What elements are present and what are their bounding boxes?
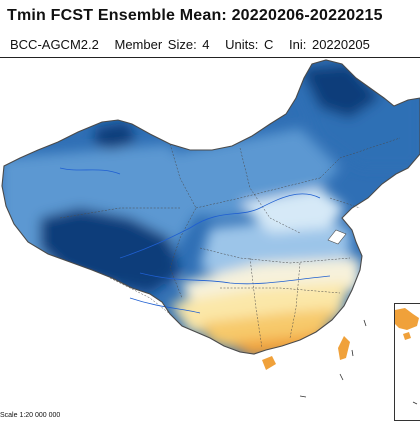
river-yangtze [139, 272, 331, 285]
field-north-border-very-cold [94, 122, 136, 150]
bohai-sea [327, 229, 347, 245]
dash [339, 373, 344, 381]
nine-dash-line [299, 319, 367, 398]
map-scale: Scale 1:20 000 000 [0, 412, 61, 419]
boundary-line [289, 262, 301, 339]
boundary-line [249, 257, 263, 349]
inset-map [395, 308, 419, 405]
river-yellow [119, 193, 321, 259]
units-label: Units: C [225, 37, 274, 52]
inset-coast [395, 308, 419, 330]
inset-island [403, 332, 411, 340]
map-panel: Scale 1:20 000 000 [0, 57, 420, 421]
member-size: Member Size: 4 [114, 37, 210, 52]
boundary-line [319, 137, 401, 179]
boundary-line [220, 287, 341, 294]
river-line [129, 297, 201, 314]
rivers [59, 167, 331, 314]
china-temperature-map [1, 59, 420, 398]
init-date: Ini: 20220205 [289, 37, 370, 52]
field-central-light [240, 188, 345, 233]
boundary-line [195, 177, 321, 209]
dash [363, 319, 367, 327]
south-china-sea-inset [394, 303, 420, 421]
inset-dashes [412, 401, 418, 405]
national-border [1, 59, 420, 355]
hainan-island [262, 356, 276, 370]
taiwan-island [338, 336, 350, 360]
boundary-line [109, 277, 171, 315]
model-name: BCC-AGCM2.2 [10, 37, 99, 52]
dash [351, 349, 354, 357]
temperature-field [2, 60, 420, 354]
river-line [59, 167, 121, 175]
map-subtitle: BCC-AGCM2.2 Member Size: 4 Units: C Ini:… [10, 37, 380, 52]
dash [299, 395, 307, 398]
field-south-warmer [200, 308, 340, 353]
boundary-line [59, 207, 180, 219]
map-title: Tmin FCST Ensemble Mean: 20220206-202202… [7, 7, 383, 24]
dash [412, 401, 418, 405]
boundary-line [169, 143, 197, 299]
